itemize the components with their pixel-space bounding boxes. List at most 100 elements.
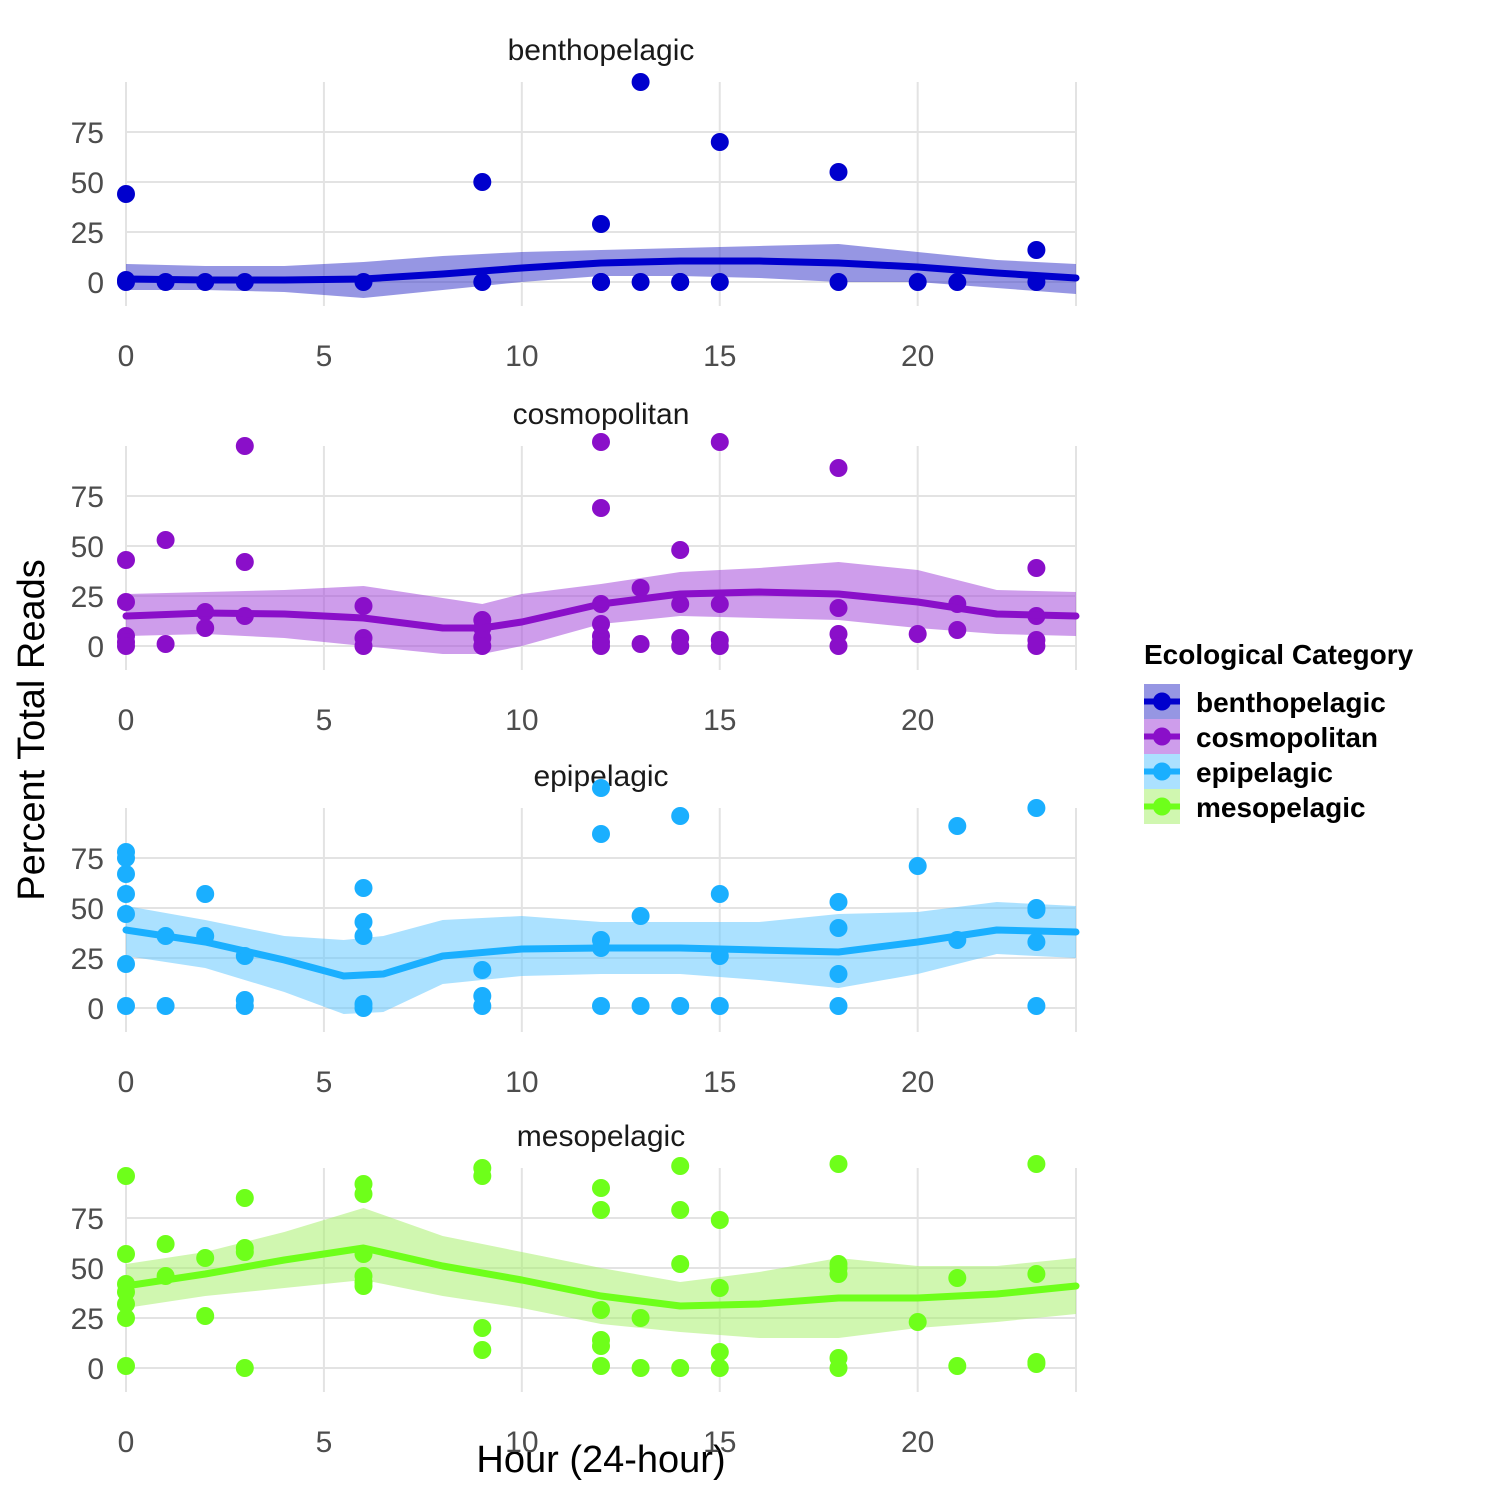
data-point bbox=[829, 965, 848, 983]
data-point bbox=[671, 595, 690, 613]
data-point bbox=[631, 273, 650, 291]
y-tick-label: 25 bbox=[71, 943, 104, 976]
data-point bbox=[1027, 901, 1046, 919]
data-point bbox=[592, 779, 610, 797]
y-tick-label: 0 bbox=[87, 631, 104, 664]
legend-key-point bbox=[1153, 797, 1171, 816]
data-point bbox=[829, 163, 848, 181]
data-point bbox=[473, 961, 492, 979]
smooth-line bbox=[122, 1244, 1080, 1310]
legend-item-cosmopolitan: cosmopolitan bbox=[1144, 719, 1378, 754]
smooth-line bbox=[122, 926, 1080, 980]
data-point bbox=[117, 955, 135, 973]
data-point bbox=[710, 1359, 729, 1377]
data-point bbox=[156, 635, 175, 653]
data-point bbox=[631, 1359, 650, 1377]
y-tick-label: 50 bbox=[71, 893, 104, 926]
data-point bbox=[1027, 933, 1046, 951]
data-point bbox=[829, 919, 848, 937]
legend-label: mesopelagic bbox=[1196, 792, 1366, 823]
y-tick-label: 50 bbox=[71, 1253, 104, 1286]
data-point bbox=[592, 273, 610, 291]
y-tick-label: 50 bbox=[71, 531, 104, 564]
data-point bbox=[354, 879, 373, 897]
x-tick-label: 5 bbox=[316, 1066, 333, 1099]
data-point bbox=[592, 997, 610, 1015]
data-point bbox=[117, 1357, 135, 1375]
y-tick-label: 0 bbox=[87, 1353, 104, 1386]
y-tick-label: 0 bbox=[87, 993, 104, 1026]
data-point bbox=[710, 1211, 729, 1229]
data-point bbox=[156, 531, 175, 549]
data-point bbox=[473, 173, 492, 191]
x-tick-label: 0 bbox=[118, 340, 135, 373]
data-point bbox=[671, 1201, 690, 1219]
data-point bbox=[196, 1307, 215, 1325]
x-tick-label: 15 bbox=[703, 1426, 736, 1459]
y-axis-title: Percent Total Reads bbox=[11, 559, 53, 901]
x-tick-label: 15 bbox=[703, 340, 736, 373]
data-point bbox=[631, 907, 650, 925]
gridlines bbox=[125, 446, 1077, 670]
data-point bbox=[908, 625, 927, 643]
data-point bbox=[671, 273, 690, 291]
y-tick-label: 25 bbox=[71, 1303, 104, 1336]
legend-item-mesopelagic: mesopelagic bbox=[1144, 789, 1366, 824]
y-tick-label: 0 bbox=[87, 267, 104, 300]
data-point bbox=[671, 637, 690, 655]
data-point bbox=[1027, 997, 1046, 1015]
data-point bbox=[829, 273, 848, 291]
data-point bbox=[354, 999, 373, 1017]
data-point bbox=[196, 619, 215, 637]
data-point bbox=[948, 273, 967, 291]
data-point bbox=[235, 1189, 254, 1207]
x-tick-label: 0 bbox=[118, 704, 135, 737]
data-point bbox=[117, 1309, 135, 1327]
x-tick-label: 20 bbox=[901, 704, 934, 737]
data-point bbox=[710, 595, 729, 613]
data-point bbox=[1027, 559, 1046, 577]
data-point bbox=[829, 1359, 848, 1377]
x-tick-label: 10 bbox=[505, 704, 538, 737]
data-point bbox=[592, 637, 610, 655]
data-point bbox=[908, 273, 927, 291]
data-point bbox=[235, 997, 254, 1015]
data-point bbox=[592, 1301, 610, 1319]
data-point bbox=[156, 997, 175, 1015]
x-tick-label: 5 bbox=[316, 704, 333, 737]
legend-label: benthopelagic bbox=[1196, 687, 1386, 718]
data-point bbox=[592, 433, 610, 451]
data-point bbox=[671, 1359, 690, 1377]
y-tick-label: 75 bbox=[71, 481, 104, 514]
data-point bbox=[473, 273, 492, 291]
data-point bbox=[592, 1337, 610, 1355]
confidence-band bbox=[126, 1208, 1076, 1338]
data-point bbox=[592, 1179, 610, 1197]
data-point bbox=[196, 885, 215, 903]
data-point bbox=[117, 1295, 135, 1313]
data-point bbox=[1027, 241, 1046, 259]
data-point bbox=[354, 927, 373, 945]
x-tick-label: 5 bbox=[316, 340, 333, 373]
data-point bbox=[354, 637, 373, 655]
y-tick-label: 75 bbox=[71, 843, 104, 876]
y-tick-label: 75 bbox=[71, 1203, 104, 1236]
data-point bbox=[671, 1157, 690, 1175]
data-point bbox=[117, 1245, 135, 1263]
data-point bbox=[473, 637, 492, 655]
data-point bbox=[671, 541, 690, 559]
data-point bbox=[235, 553, 254, 571]
data-point bbox=[117, 885, 135, 903]
data-point bbox=[117, 185, 135, 203]
x-tick-label: 10 bbox=[505, 1066, 538, 1099]
legend: Ecological Category benthopelagic cosmopo… bbox=[1144, 639, 1414, 824]
y-tick-label: 75 bbox=[71, 117, 104, 150]
legend-title: Ecological Category bbox=[1144, 639, 1414, 670]
data-point bbox=[710, 273, 729, 291]
legend-key-point bbox=[1153, 762, 1171, 781]
data-point bbox=[710, 997, 729, 1015]
data-point bbox=[829, 637, 848, 655]
x-tick-label: 15 bbox=[703, 704, 736, 737]
